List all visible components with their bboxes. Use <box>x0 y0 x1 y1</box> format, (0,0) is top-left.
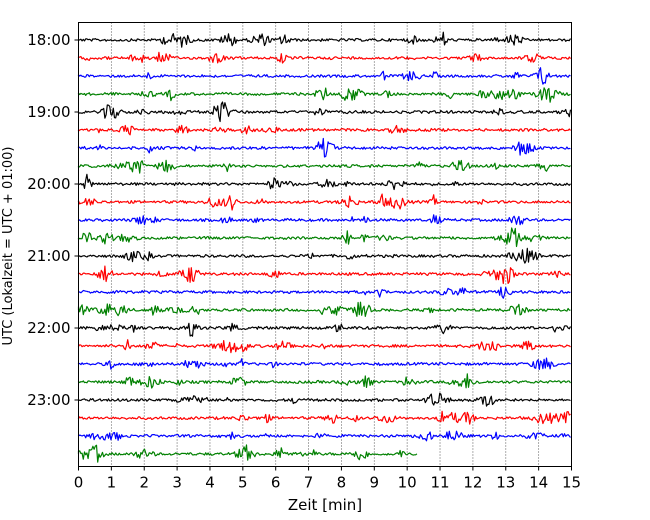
trace-1845 <box>77 87 571 103</box>
y-tick-label: 22:00 <box>27 319 70 337</box>
x-tick-label: 12 <box>463 474 482 492</box>
trace-2030 <box>77 214 571 226</box>
trace-1815 <box>77 51 571 64</box>
x-axis-label: Zeit [min] <box>288 496 362 514</box>
x-tick-label: 5 <box>238 474 248 492</box>
trace-2045 <box>77 227 571 248</box>
trace-2245 <box>77 373 571 389</box>
trace-2130 <box>78 286 571 299</box>
y-axis-ticks: 18:00 19:00 20:00 21:00 22:00 23:00 <box>27 31 79 409</box>
y-tick-label: 21:00 <box>27 247 70 265</box>
x-tick-label: 0 <box>74 474 84 492</box>
trace-2230 <box>77 357 571 370</box>
trace-2000 <box>78 173 571 191</box>
trace-2345 <box>77 444 418 463</box>
trace-2015 <box>77 193 571 211</box>
grid-lines <box>110 22 540 467</box>
x-tick-label: 8 <box>337 474 347 492</box>
trace-2315 <box>77 410 571 425</box>
trace-1800 <box>78 31 572 48</box>
x-tick-label: 6 <box>271 474 281 492</box>
y-tick-label: 19:00 <box>27 103 70 121</box>
trace-2215 <box>77 339 571 354</box>
trace-2115 <box>77 265 571 285</box>
x-tick-label: 14 <box>529 474 548 492</box>
seismic-traces <box>77 31 572 463</box>
x-axis-ticks: 0 1 2 3 4 5 6 7 8 9 10 11 12 13 14 15 <box>74 466 581 492</box>
trace-1945 <box>77 159 571 174</box>
x-tick-label: 1 <box>107 474 117 492</box>
x-tick-label: 10 <box>398 474 417 492</box>
trace-1830 <box>77 67 571 85</box>
trace-2145 <box>77 301 571 317</box>
x-tick-label: 13 <box>496 474 515 492</box>
trace-2300 <box>77 392 571 407</box>
plot-frame <box>78 22 572 467</box>
y-tick-label: 18:00 <box>27 31 70 49</box>
x-tick-label: 4 <box>205 474 215 492</box>
y-tick-label: 23:00 <box>27 391 70 409</box>
trace-1900 <box>77 101 572 123</box>
trace-1930 <box>77 137 571 158</box>
trace-2100 <box>77 247 571 264</box>
x-tick-label: 2 <box>139 474 149 492</box>
trace-2200 <box>77 322 572 337</box>
x-tick-label: 9 <box>370 474 380 492</box>
y-tick-label: 20:00 <box>27 175 70 193</box>
trace-2330 <box>77 430 571 442</box>
x-tick-label: 3 <box>172 474 182 492</box>
x-tick-label: 11 <box>430 474 449 492</box>
x-tick-label: 7 <box>304 474 314 492</box>
y-axis-label: UTC (Lokalzeit = UTC + 01:00) <box>1 147 16 346</box>
x-tick-label: 15 <box>562 474 581 492</box>
trace-1915 <box>77 124 571 136</box>
